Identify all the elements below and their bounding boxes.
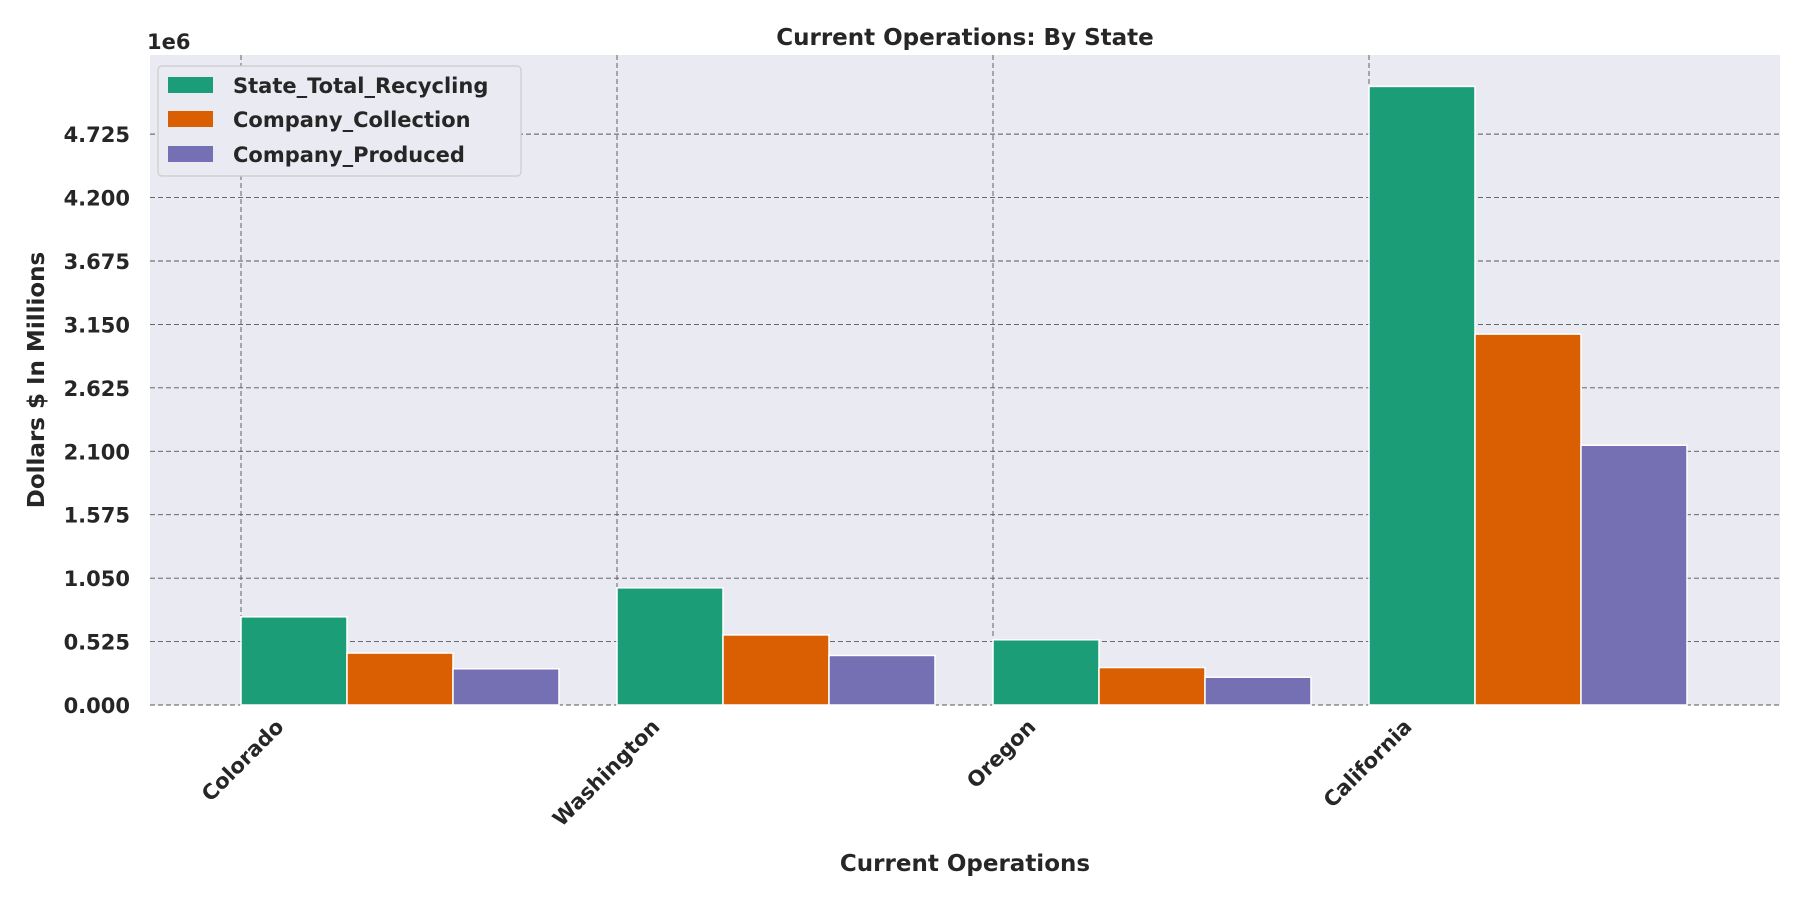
- bars: [240, 85, 1688, 706]
- y-tick-labels: 0.000 0.525 1.050 1.575 2.100 2.625 3.150 3.675…: [64, 123, 130, 718]
- legend-swatch-state-total-recycling: [168, 77, 213, 93]
- y-tick-label: 0.525: [64, 631, 130, 655]
- legend-swatch-company-collection: [168, 111, 213, 127]
- y-offset-text: 1e6: [147, 30, 190, 54]
- legend-label-company-produced: Company_Produced: [233, 143, 465, 167]
- bar-company-collection-oregon: [1098, 666, 1206, 706]
- y-tick-label: 2.625: [64, 377, 130, 401]
- bar-company-produced-colorado: [452, 668, 560, 706]
- bar-state-total-recycling-oregon: [992, 639, 1100, 706]
- y-tick-label: 4.725: [64, 123, 130, 147]
- bar-company-collection-california: [1474, 333, 1582, 706]
- legend-label-state-total-recycling: State_Total_Recycling: [233, 74, 488, 98]
- x-tick-label-oregon: Oregon: [962, 715, 1040, 793]
- y-tick-label: 2.100: [64, 440, 130, 464]
- legend-label-company-collection: Company_Collection: [233, 108, 471, 132]
- y-axis-title: Dollars $ In Millions: [24, 252, 50, 508]
- x-tick-label-colorado: Colorado: [197, 715, 289, 807]
- y-tick-label: 4.200: [64, 187, 130, 211]
- legend-box: [157, 65, 522, 177]
- y-tick-label: 3.675: [64, 250, 130, 274]
- bar-company-collection-washington: [722, 634, 830, 706]
- bar-state-total-recycling-washington: [616, 587, 724, 706]
- y-tick-label: 0.000: [64, 694, 130, 718]
- chart-title: Current Operations: By State: [776, 25, 1154, 51]
- x-tick-labels: Colorado Washington Oregon California: [197, 715, 1417, 831]
- bar-company-produced-california: [1580, 444, 1688, 706]
- bar-company-collection-colorado: [346, 652, 454, 706]
- y-tick-label: 3.150: [64, 313, 130, 337]
- bar-state-total-recycling-colorado: [240, 616, 348, 706]
- x-tick-label-washington: Washington: [548, 715, 664, 831]
- bar-company-produced-washington: [828, 654, 936, 706]
- bar-state-total-recycling-california: [1368, 85, 1476, 706]
- x-axis-title: Current Operations: [840, 851, 1090, 877]
- x-tick-label-california: California: [1319, 715, 1417, 813]
- bar-company-produced-oregon: [1204, 676, 1312, 706]
- legend: State_Total_Recycling Company_Collection…: [157, 65, 522, 177]
- legend-swatch-company-produced: [168, 146, 213, 162]
- y-tick-label: 1.575: [64, 504, 130, 528]
- y-tick-label: 1.050: [64, 567, 130, 591]
